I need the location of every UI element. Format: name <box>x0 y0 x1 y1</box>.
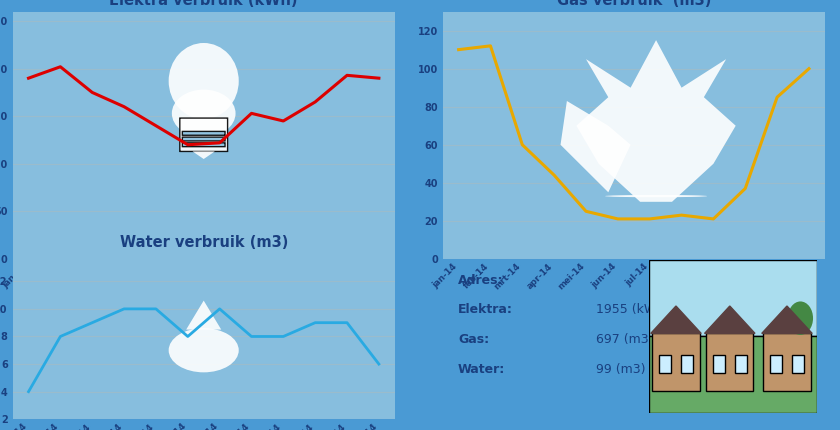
FancyBboxPatch shape <box>182 132 225 135</box>
Text: 1955 (kWh): 1955 (kWh) <box>596 304 669 316</box>
Text: Water:: Water: <box>458 363 505 376</box>
Title: Gas verbruik  (m3): Gas verbruik (m3) <box>557 0 711 8</box>
FancyBboxPatch shape <box>180 118 228 151</box>
Polygon shape <box>186 301 221 329</box>
Text: 99 (m3): 99 (m3) <box>596 363 645 376</box>
Title: Elektra verbruik (kWh): Elektra verbruik (kWh) <box>109 0 298 8</box>
Text: Gas:: Gas: <box>458 333 489 346</box>
Polygon shape <box>560 101 631 192</box>
Polygon shape <box>576 40 736 202</box>
Title: Water verbruik (m3): Water verbruik (m3) <box>119 235 288 250</box>
FancyBboxPatch shape <box>182 137 225 141</box>
FancyBboxPatch shape <box>182 143 225 147</box>
Text: 697 (m3): 697 (m3) <box>596 333 653 346</box>
Ellipse shape <box>605 195 707 197</box>
Ellipse shape <box>169 43 239 119</box>
Ellipse shape <box>172 89 235 137</box>
Text: Elektra:: Elektra: <box>458 304 513 316</box>
Polygon shape <box>192 151 215 159</box>
Text: Adres:: Adres: <box>458 273 503 286</box>
Ellipse shape <box>169 328 239 372</box>
